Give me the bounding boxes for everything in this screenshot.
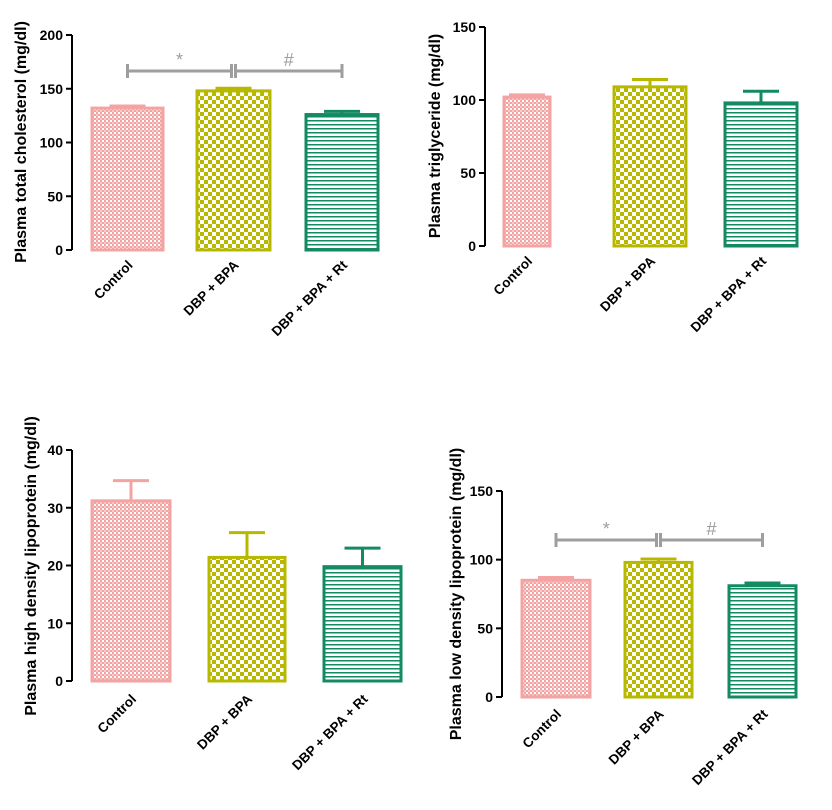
y-tick-label: 30 (47, 500, 63, 516)
x-tick-label: DBP + BPA (194, 691, 255, 752)
x-tick-label: Control (95, 692, 140, 737)
x-tick-label: DBP + BPA + Rt (689, 706, 771, 788)
significance-symbol: * (603, 519, 610, 539)
y-tick-label: 100 (453, 92, 477, 108)
x-tick-label: DBP + BPA + Rt (688, 253, 770, 335)
bar-control (520, 578, 592, 699)
y-tick-label: 0 (55, 242, 63, 258)
y-tick-label: 100 (40, 135, 64, 151)
bar-dbp-bpa-rt (322, 565, 403, 683)
bar-dbp-bpa (623, 560, 694, 699)
x-tick-label: DBP + BPA + Rt (289, 691, 371, 773)
y-axis-label: Plasma low density lipoprotein (mg/dl) (448, 448, 465, 740)
x-tick-label: DBP + BPA (597, 253, 658, 314)
y-axis-label: Plasma triglyceride (mg/dl) (427, 34, 444, 239)
y-tick-label: 0 (485, 689, 493, 705)
x-tick-label: DBP + BPA (606, 706, 667, 767)
bar-control (90, 106, 165, 252)
bar-dbp-bpa-rt (304, 113, 380, 252)
bar-dbp-bpa-rt (723, 101, 799, 248)
x-tick-label: Control (520, 707, 565, 752)
significance-symbol: * (176, 50, 183, 70)
bar-dbp-bpa (612, 85, 688, 248)
y-tick-label: 100 (470, 552, 494, 568)
bar-control (90, 499, 172, 683)
x-tick-label: DBP + BPA + Rt (269, 257, 351, 339)
y-tick-label: 50 (460, 165, 476, 181)
y-tick-label: 150 (470, 483, 494, 499)
y-axis-label: Plasma high density lipoprotein (mg/dl) (23, 416, 40, 716)
bar-control (502, 95, 552, 248)
y-tick-label: 10 (47, 615, 63, 631)
bar-dbp-bpa-rt (727, 584, 798, 699)
significance-symbol: # (284, 50, 294, 70)
chart-panel-1: 0 50 100 150 200 Plasma total cholesterol (mg… (13, 21, 380, 339)
y-tick-label: 150 (40, 81, 64, 97)
chart-panel-3: 0 10 20 30 40 Plasma high density lipoprotein… (23, 416, 403, 773)
bar-dbp-bpa (195, 89, 272, 252)
y-tick-label: 200 (40, 27, 64, 43)
y-tick-label: 0 (55, 673, 63, 689)
x-tick-label: Control (491, 254, 536, 299)
significance-symbol: # (706, 519, 716, 539)
y-tick-label: 50 (477, 620, 493, 636)
y-tick-label: 40 (47, 442, 63, 458)
y-axis-label: Plasma total cholesterol (mg/dl) (13, 21, 30, 263)
y-tick-label: 50 (47, 188, 63, 204)
y-tick-label: 150 (453, 19, 477, 35)
y-tick-label: 0 (468, 238, 476, 254)
chart-panel-2: 0 50 100 150 Plasma triglyceride (mg/dl) Cont… (427, 19, 799, 335)
y-tick-label: 20 (47, 558, 63, 574)
bar-dbp-bpa (207, 555, 287, 683)
chart-panel-4: 0 50 100 150 Plasma low density lipoprotein … (448, 448, 798, 788)
x-tick-label: DBP + BPA (181, 257, 242, 318)
x-tick-label: Control (91, 258, 136, 303)
